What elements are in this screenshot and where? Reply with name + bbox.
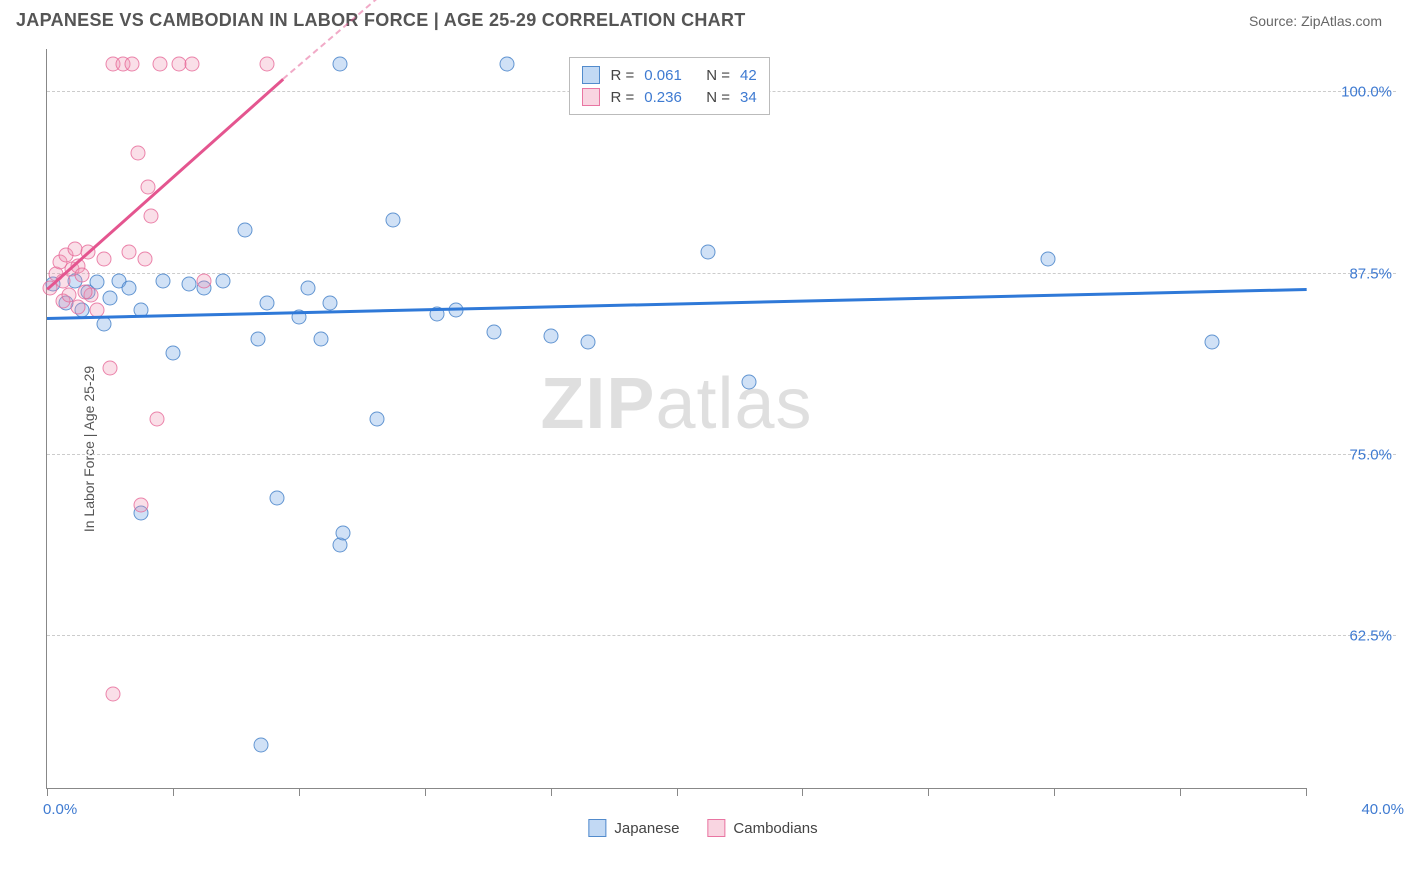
y-tick-label: 62.5%: [1349, 627, 1392, 644]
data-point: [197, 273, 212, 288]
y-tick-label: 75.0%: [1349, 446, 1392, 463]
data-point: [102, 360, 117, 375]
data-point: [250, 331, 265, 346]
data-point: [134, 498, 149, 513]
legend-label: Japanese: [614, 820, 679, 837]
data-point: [1204, 334, 1219, 349]
r-label: R =: [610, 89, 634, 106]
gridline: [47, 454, 1396, 455]
n-label: N =: [706, 67, 730, 84]
source-label: Source: ZipAtlas.com: [1249, 13, 1382, 29]
data-point: [335, 525, 350, 540]
gridline: [47, 635, 1396, 636]
data-point: [62, 288, 77, 303]
watermark: ZIPatlas: [540, 363, 812, 445]
x-tick: [47, 788, 48, 796]
data-point: [156, 273, 171, 288]
data-point: [301, 281, 316, 296]
n-value: 34: [740, 89, 757, 106]
chart-title: JAPANESE VS CAMBODIAN IN LABOR FORCE | A…: [16, 10, 746, 31]
n-value: 42: [740, 67, 757, 84]
data-point: [153, 56, 168, 71]
data-point: [165, 346, 180, 361]
chart-container: In Labor Force | Age 25-29 ZIPatlas 62.5…: [0, 39, 1406, 859]
swatch-icon: [582, 66, 600, 84]
x-tick: [551, 788, 552, 796]
data-point: [1040, 252, 1055, 267]
data-point: [181, 276, 196, 291]
data-point: [96, 252, 111, 267]
data-point: [71, 299, 86, 314]
data-point: [332, 56, 347, 71]
x-tick: [425, 788, 426, 796]
data-point: [254, 737, 269, 752]
data-point: [77, 285, 92, 300]
data-point: [131, 146, 146, 161]
legend-item-cambodians: Cambodians: [707, 819, 817, 837]
r-value: 0.236: [644, 89, 696, 106]
bottom-legend: Japanese Cambodians: [588, 819, 817, 837]
data-point: [74, 268, 89, 283]
data-point: [499, 56, 514, 71]
stats-row: R = 0.236 N = 34: [582, 86, 756, 108]
legend-label: Cambodians: [733, 820, 817, 837]
n-label: N =: [706, 89, 730, 106]
data-point: [96, 317, 111, 332]
data-point: [121, 244, 136, 259]
legend-item-japanese: Japanese: [588, 819, 679, 837]
y-tick-label: 100.0%: [1341, 84, 1392, 101]
data-point: [741, 375, 756, 390]
data-point: [216, 273, 231, 288]
data-point: [313, 331, 328, 346]
x-tick: [173, 788, 174, 796]
data-point: [106, 686, 121, 701]
swatch-icon: [582, 88, 600, 106]
r-label: R =: [610, 67, 634, 84]
r-value: 0.061: [644, 67, 696, 84]
data-point: [238, 223, 253, 238]
x-tick: [299, 788, 300, 796]
x-tick: [1054, 788, 1055, 796]
data-point: [543, 328, 558, 343]
data-point: [124, 56, 139, 71]
data-point: [260, 56, 275, 71]
data-point: [260, 295, 275, 310]
data-point: [150, 411, 165, 426]
stats-box: R = 0.061 N = 42 R = 0.236 N = 34: [569, 57, 769, 115]
data-point: [486, 324, 501, 339]
x-min-label: 0.0%: [43, 801, 77, 818]
data-point: [370, 411, 385, 426]
trend-line: [46, 78, 284, 290]
data-point: [137, 252, 152, 267]
data-point: [386, 212, 401, 227]
data-point: [121, 281, 136, 296]
gridline: [47, 273, 1396, 274]
plot-area: ZIPatlas 62.5%75.0%87.5%100.0%0.0%40.0%R…: [46, 49, 1306, 789]
stats-row: R = 0.061 N = 42: [582, 64, 756, 86]
x-tick: [928, 788, 929, 796]
x-max-label: 40.0%: [1361, 801, 1404, 818]
data-point: [269, 491, 284, 506]
data-point: [323, 295, 338, 310]
data-point: [143, 208, 158, 223]
y-tick-label: 87.5%: [1349, 265, 1392, 282]
x-tick: [1180, 788, 1181, 796]
data-point: [184, 56, 199, 71]
data-point: [581, 334, 596, 349]
swatch-icon: [707, 819, 725, 837]
data-point: [102, 291, 117, 306]
data-point: [700, 244, 715, 259]
x-tick: [802, 788, 803, 796]
trend-line: [47, 288, 1307, 320]
swatch-icon: [588, 819, 606, 837]
x-tick: [1306, 788, 1307, 796]
x-tick: [677, 788, 678, 796]
